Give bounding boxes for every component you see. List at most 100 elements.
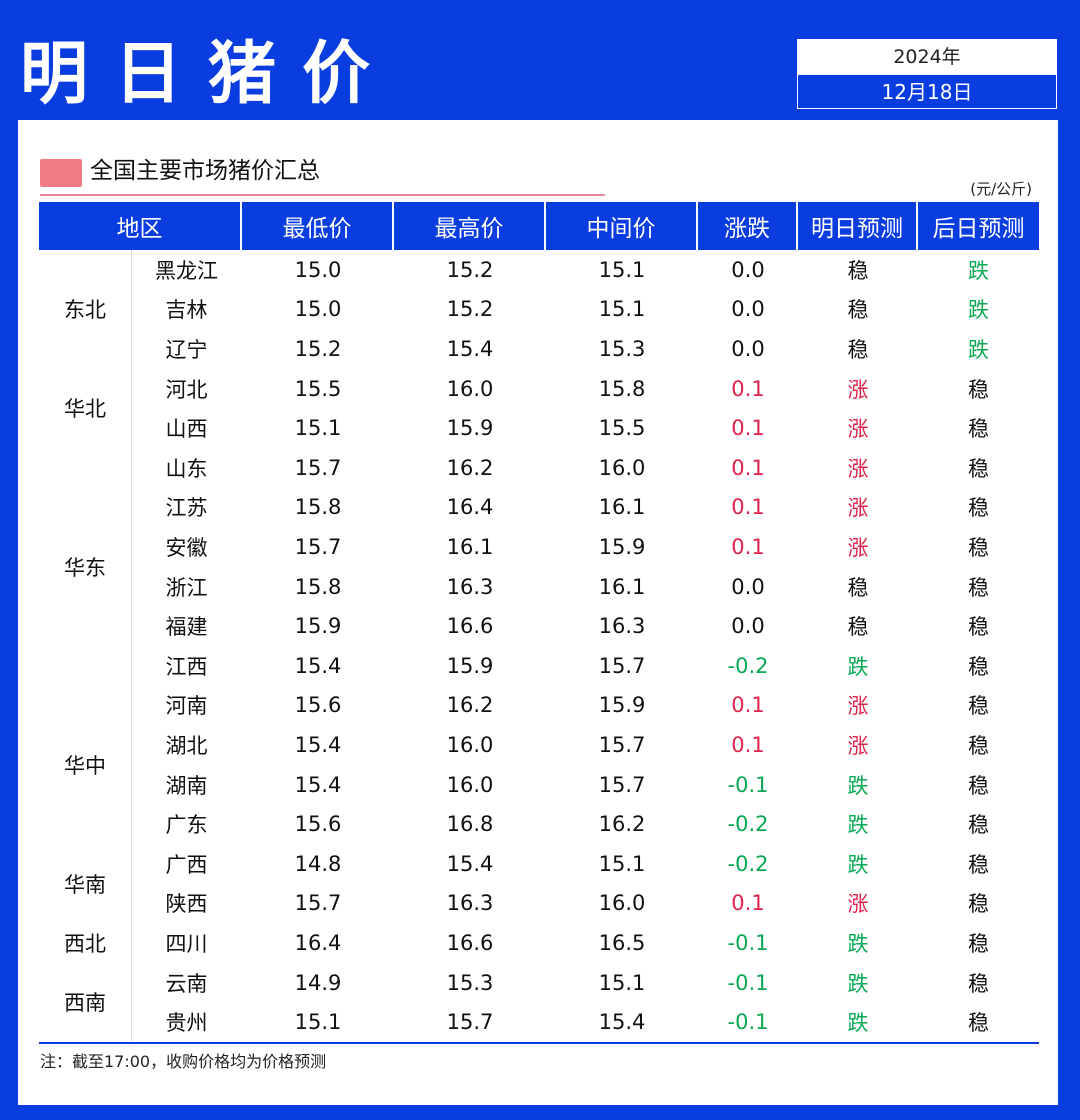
- change-cell: 0.1: [731, 495, 765, 520]
- high-price-cell: 16.0: [446, 772, 494, 797]
- date-box: 2024年 12月18日: [797, 39, 1057, 109]
- after-forecast-cell: 稳: [968, 813, 989, 838]
- low-price-cell: 15.8: [294, 495, 342, 520]
- change-cell: 0.0: [731, 574, 765, 599]
- low-price-cell: 15.6: [294, 812, 342, 837]
- table-row: 河北 15.5 16.0 15.8 0.1 涨 稳: [39, 369, 1039, 409]
- change-cell: 0.0: [731, 257, 765, 282]
- after-forecast-cell: 跌: [968, 337, 989, 362]
- table-row: 江西 15.4 15.9 15.7 -0.2 跌 稳: [39, 646, 1039, 686]
- province-cell: 湖北: [165, 733, 208, 758]
- after-forecast-cell: 稳: [968, 615, 989, 640]
- change-cell: 0.0: [731, 614, 765, 639]
- tomorrow-forecast-cell: 稳: [847, 337, 869, 362]
- province-cell: 陕西: [165, 892, 208, 917]
- tomorrow-forecast-cell: 稳: [847, 258, 869, 283]
- tomorrow-forecast-cell: 稳: [847, 298, 869, 323]
- high-price-cell: 16.6: [446, 930, 494, 955]
- table-bottom-line: [39, 1042, 1039, 1044]
- tomorrow-forecast-cell: 跌: [847, 654, 869, 679]
- province-cell: 山东: [165, 456, 208, 481]
- mid-price-cell: 15.1: [598, 257, 646, 282]
- table-header: 地区 最低价 最高价 中间价 涨跌 明日预测 后日预测: [39, 202, 1039, 250]
- province-cell: 浙江: [165, 575, 208, 600]
- region-label: 华东: [64, 555, 106, 580]
- high-price-cell: 15.9: [446, 416, 494, 441]
- col-header-region: 地区: [39, 202, 242, 250]
- tomorrow-forecast-cell: 跌: [847, 971, 869, 996]
- province-cell: 云南: [165, 971, 208, 996]
- high-price-cell: 16.8: [446, 812, 494, 837]
- region-label: 华中: [64, 753, 106, 778]
- table-row: 广东 15.6 16.8 16.2 -0.2 跌 稳: [39, 804, 1039, 844]
- tomorrow-forecast-cell: 跌: [847, 813, 869, 838]
- after-forecast-cell: 稳: [968, 694, 989, 719]
- region-label: 华北: [64, 397, 106, 422]
- table-row: 浙江 15.8 16.3 16.1 0.0 稳 稳: [39, 567, 1039, 607]
- low-price-cell: 15.8: [294, 574, 342, 599]
- province-cell: 河北: [165, 377, 208, 402]
- tomorrow-forecast-cell: 跌: [847, 852, 869, 877]
- change-cell: 0.1: [731, 416, 765, 441]
- province-cell: 湖南: [165, 773, 208, 798]
- col-header-change: 涨跌: [698, 202, 798, 250]
- mid-price-cell: 15.7: [598, 772, 646, 797]
- col-header-tomorrow: 明日预测: [798, 202, 918, 250]
- col-header-low: 最低价: [242, 202, 394, 250]
- after-forecast-cell: 稳: [968, 1011, 989, 1036]
- low-price-cell: 15.5: [294, 376, 342, 401]
- tomorrow-forecast-cell: 稳: [847, 575, 869, 600]
- high-price-cell: 16.4: [446, 495, 494, 520]
- after-forecast-cell: 稳: [968, 535, 989, 560]
- mid-price-cell: 16.1: [598, 574, 646, 599]
- tomorrow-forecast-cell: 跌: [847, 773, 869, 798]
- high-price-cell: 15.4: [446, 336, 494, 361]
- after-forecast-cell: 跌: [968, 258, 989, 283]
- region-divider: [131, 250, 132, 1042]
- low-price-cell: 15.1: [294, 1010, 342, 1035]
- low-price-cell: 15.2: [294, 336, 342, 361]
- province-cell: 广西: [165, 852, 208, 877]
- mid-price-cell: 15.9: [598, 693, 646, 718]
- change-cell: -0.1: [727, 970, 769, 995]
- section-title: 全国主要市场猪价汇总: [90, 158, 320, 184]
- region-label: 华南: [64, 872, 106, 897]
- change-cell: 0.1: [731, 534, 765, 559]
- mid-price-cell: 15.3: [598, 336, 646, 361]
- table-row: 河南 15.6 16.2 15.9 0.1 涨 稳: [39, 686, 1039, 726]
- low-price-cell: 15.0: [294, 257, 342, 282]
- unit-label: (元/公斤): [970, 180, 1032, 198]
- tomorrow-forecast-cell: 涨: [847, 456, 869, 481]
- mid-price-cell: 15.1: [598, 297, 646, 322]
- province-cell: 江西: [165, 654, 208, 679]
- col-header-mid: 中间价: [546, 202, 698, 250]
- low-price-cell: 15.4: [294, 732, 342, 757]
- table-row: 湖南 15.4 16.0 15.7 -0.1 跌 稳: [39, 765, 1039, 805]
- change-cell: 0.1: [731, 891, 765, 916]
- price-card: 全国主要市场猪价汇总 (元/公斤) 地区 最低价 最高价 中间价 涨跌 明日预测…: [18, 120, 1058, 1105]
- high-price-cell: 15.2: [446, 257, 494, 282]
- table-row: 四川 16.4 16.6 16.5 -0.1 跌 稳: [39, 923, 1039, 963]
- province-cell: 四川: [165, 931, 208, 956]
- col-header-high: 最高价: [394, 202, 546, 250]
- low-price-cell: 15.7: [294, 891, 342, 916]
- province-cell: 河南: [165, 694, 208, 719]
- bottom-bar: [0, 1105, 1080, 1120]
- mid-price-cell: 16.2: [598, 812, 646, 837]
- mid-price-cell: 16.0: [598, 455, 646, 480]
- high-price-cell: 15.9: [446, 653, 494, 678]
- tomorrow-forecast-cell: 跌: [847, 931, 869, 956]
- change-cell: 0.1: [731, 693, 765, 718]
- table-row: 广西 14.8 15.4 15.1 -0.2 跌 稳: [39, 844, 1039, 884]
- high-price-cell: 15.7: [446, 1010, 494, 1035]
- table-row: 福建 15.9 16.6 16.3 0.0 稳 稳: [39, 606, 1039, 646]
- region-label: 西南: [64, 991, 106, 1016]
- province-cell: 山西: [165, 417, 208, 442]
- change-cell: -0.1: [727, 1010, 769, 1035]
- after-forecast-cell: 稳: [968, 575, 989, 600]
- tomorrow-forecast-cell: 稳: [847, 615, 869, 640]
- high-price-cell: 16.6: [446, 614, 494, 639]
- mid-price-cell: 15.9: [598, 534, 646, 559]
- after-forecast-cell: 稳: [968, 654, 989, 679]
